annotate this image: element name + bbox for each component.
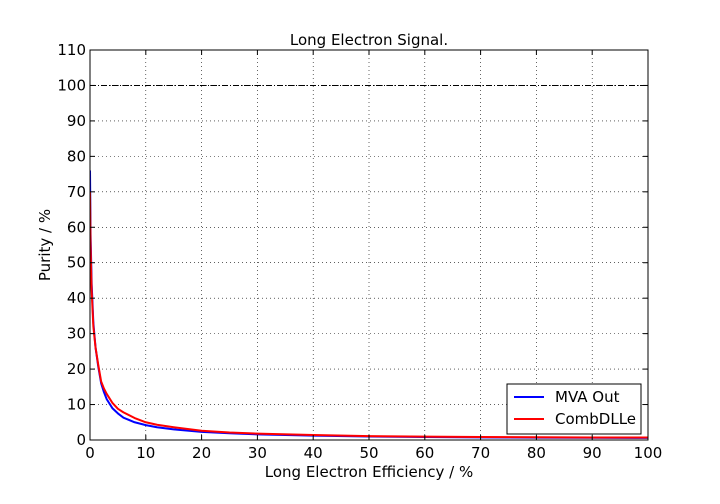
y-tick-label: 40: [67, 289, 86, 307]
x-tick-label: 50: [359, 444, 378, 462]
y-tick-label: 50: [67, 254, 86, 272]
y-tick-label: 110: [57, 41, 86, 59]
x-axis-label: Long Electron Efficiency / %: [265, 463, 473, 481]
legend-label-mva-out: MVA Out: [555, 388, 620, 406]
series-layer: [90, 170, 648, 439]
y-tick-label: 100: [57, 76, 86, 94]
grid-lines: [90, 50, 648, 440]
series-line-combdlle: [90, 191, 648, 439]
legend-label-combdllee: CombDLLe: [555, 410, 636, 428]
x-tick-label: 90: [583, 444, 602, 462]
legend-box: [506, 383, 642, 435]
y-tick-label: 80: [67, 147, 86, 165]
x-tick-label: 60: [415, 444, 434, 462]
y-tick-label: 90: [67, 112, 86, 130]
x-tick-label: 100: [634, 444, 663, 462]
x-tick-label: 20: [192, 444, 211, 462]
x-tick-label: 0: [85, 444, 95, 462]
y-tick-label: 0: [76, 431, 86, 449]
axis-ticks: 0 10 20 30 40 50 60 70 80 90 100 0 10 20 30 40 50 60 70 80 9…: [57, 41, 662, 462]
y-tick-label: 20: [67, 360, 86, 378]
y-axis-label: Purity / %: [36, 209, 54, 281]
x-tick-label: 70: [471, 444, 490, 462]
y-tick-label: 30: [67, 325, 86, 343]
y-tick-label: 70: [67, 183, 86, 201]
x-tick-label: 30: [248, 444, 267, 462]
plot-frame: [89, 49, 649, 441]
legend: MVA Out CombDLLe: [506, 383, 642, 435]
x-tick-label: 40: [304, 444, 323, 462]
y-tick-label: 60: [67, 218, 86, 236]
x-tick-label: 10: [136, 444, 155, 462]
y-tick-label: 10: [67, 396, 86, 414]
x-tick-label: 80: [527, 444, 546, 462]
chart-title: Long Electron Signal.: [290, 31, 448, 49]
